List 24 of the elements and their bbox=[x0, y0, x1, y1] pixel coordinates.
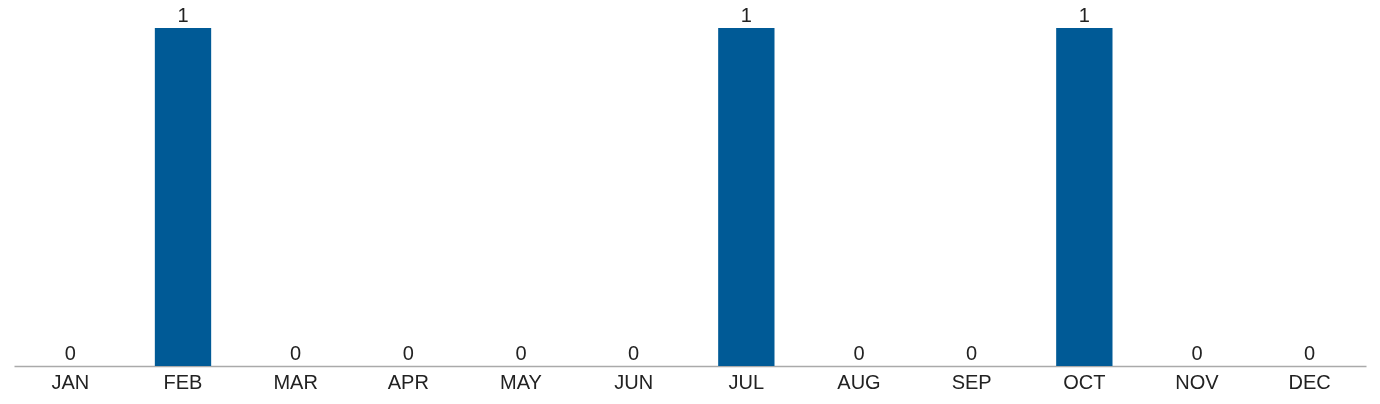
x-tick-label: AUG bbox=[837, 370, 881, 393]
data-label: 0 bbox=[1304, 342, 1316, 364]
data-label: 0 bbox=[402, 342, 414, 364]
data-label: 0 bbox=[966, 342, 978, 364]
x-tick-label: APR bbox=[387, 370, 429, 393]
data-label: 0 bbox=[64, 342, 76, 364]
data-label: 0 bbox=[628, 342, 640, 364]
data-label: 0 bbox=[515, 342, 527, 364]
x-tick-label: JUN bbox=[614, 370, 654, 393]
data-label: 0 bbox=[853, 342, 865, 364]
x-tick-label: JAN bbox=[51, 370, 90, 393]
x-tick-label: SEP bbox=[951, 370, 992, 393]
data-label: 1 bbox=[177, 4, 189, 26]
x-tick-label: MAY bbox=[500, 370, 542, 393]
data-label: 0 bbox=[1191, 342, 1203, 364]
x-tick-label: FEB bbox=[163, 370, 203, 393]
data-label: 1 bbox=[740, 4, 752, 26]
data-label: 0 bbox=[290, 342, 302, 364]
data-label: 1 bbox=[1078, 4, 1090, 26]
x-tick-label: DEC bbox=[1288, 370, 1331, 393]
x-tick-label: MAR bbox=[273, 370, 318, 393]
x-tick-label: NOV bbox=[1175, 370, 1220, 393]
x-tick-label: JUL bbox=[728, 370, 765, 393]
x-tick-label: OCT bbox=[1063, 370, 1106, 393]
